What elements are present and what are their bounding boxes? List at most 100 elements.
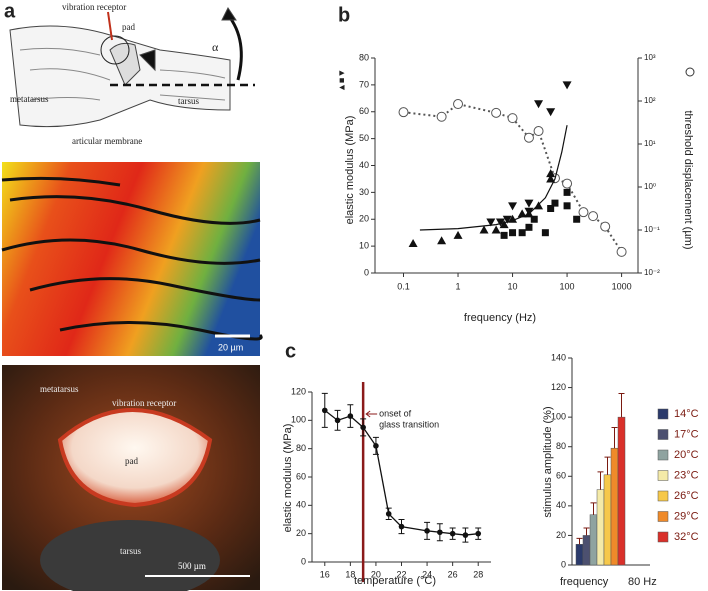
x-tick-label: 20 [371, 569, 381, 579]
y2-tick-label: 10¹ [644, 139, 656, 148]
x-tick-label: 22 [396, 569, 406, 579]
point [524, 199, 534, 208]
point [334, 417, 341, 424]
annotation: tarsus [178, 96, 199, 106]
x-tick-label: 16 [320, 569, 330, 579]
point [588, 211, 599, 222]
legend-swatch [657, 449, 669, 461]
micrograph [1, 162, 263, 356]
y2-tick-label: 10⁰ [644, 182, 656, 191]
point [525, 223, 533, 231]
y-tick-label: 0 [364, 267, 369, 277]
point [462, 532, 469, 538]
error-bar [611, 426, 618, 449]
annotation: pad [122, 22, 135, 32]
point [546, 174, 556, 183]
legend-swatch [657, 429, 669, 440]
y-tick-label: 100 [551, 412, 566, 422]
y-tick-label: 20 [296, 528, 306, 538]
svg-text:▲■▼: ▲■▼ [336, 69, 346, 92]
legend-label: 32°C [674, 531, 699, 543]
point [508, 202, 518, 211]
legend-label: 14°C [674, 408, 699, 420]
point [507, 113, 518, 124]
y-tick-label: 100 [291, 415, 306, 425]
annotation: metatarsus [10, 94, 49, 104]
point [398, 107, 409, 118]
x-tick-label: 18 [345, 569, 355, 579]
series-line [419, 125, 568, 231]
point [453, 99, 464, 110]
y-tick-label: 80 [359, 52, 369, 62]
y-tick-label: 20 [359, 214, 369, 224]
bar [603, 474, 612, 566]
leg-drawing [9, 7, 255, 128]
arrow [365, 410, 378, 418]
point [509, 229, 517, 237]
point [437, 529, 443, 536]
legend-swatch [657, 490, 669, 502]
annotation: pad [125, 456, 138, 466]
x-tick-label: 24 [422, 569, 432, 579]
annotation: onset of [379, 408, 412, 418]
point [518, 229, 526, 237]
x-tick-label: 10 [508, 281, 518, 291]
x-axis-label: frequency [560, 576, 609, 588]
y-tick-label: 50 [359, 133, 369, 143]
point [563, 188, 571, 196]
point [562, 81, 572, 90]
point [347, 413, 354, 419]
y-tick-label: 120 [291, 386, 306, 396]
annotation: metatarsus [40, 384, 79, 394]
y-tick-label: 10 [359, 241, 369, 251]
panel-label: b [338, 4, 350, 26]
panel-label: c [285, 340, 296, 362]
y-axis-label: elastic modulus (MPa) [344, 116, 356, 225]
y-tick-label: 80 [296, 443, 306, 453]
y-axis-label: elastic modulus (MPa) [282, 424, 294, 533]
x-tick-label: 26 [448, 569, 458, 579]
y2-tick-label: 10³ [644, 53, 656, 62]
y-tick-label: 40 [296, 500, 306, 510]
bar [582, 535, 591, 566]
y-tick-label: 120 [551, 382, 566, 392]
photo [2, 365, 260, 591]
error-bar [597, 471, 604, 490]
point [578, 207, 589, 218]
y-tick-label: 60 [556, 471, 566, 481]
x-axis-label: temperature (°C) [354, 575, 436, 587]
point [524, 207, 534, 216]
bar [575, 544, 584, 566]
annotation: articular membrane [72, 136, 142, 146]
legend-label: 23°C [674, 469, 699, 481]
point [436, 111, 447, 122]
error-bar [604, 456, 611, 475]
bar [589, 514, 598, 566]
point [547, 205, 555, 212]
annotation: vibration receptor [62, 2, 126, 12]
y-tick-label: 70 [359, 79, 369, 89]
point [534, 100, 544, 109]
point [573, 215, 581, 223]
point [475, 530, 482, 537]
point [495, 218, 505, 227]
y2-axis-label: threshold displacement (µm) [682, 110, 694, 249]
point [321, 407, 328, 414]
y-tick-label: 40 [556, 500, 566, 510]
point [360, 424, 366, 431]
legend-label: 20°C [674, 449, 699, 461]
legend-label: 29°C [674, 510, 699, 522]
point [562, 178, 573, 189]
point [551, 199, 559, 207]
point [546, 108, 556, 117]
legend-swatch [657, 470, 669, 481]
point [541, 229, 549, 237]
x-tick-label: 80 Hz [628, 576, 657, 588]
point [533, 126, 544, 137]
error-bar [618, 392, 625, 418]
point [398, 523, 405, 530]
point [385, 511, 392, 517]
legend-label: 17°C [674, 428, 699, 440]
y2-tick-label: 10⁻² [644, 268, 660, 277]
bar [596, 489, 605, 566]
